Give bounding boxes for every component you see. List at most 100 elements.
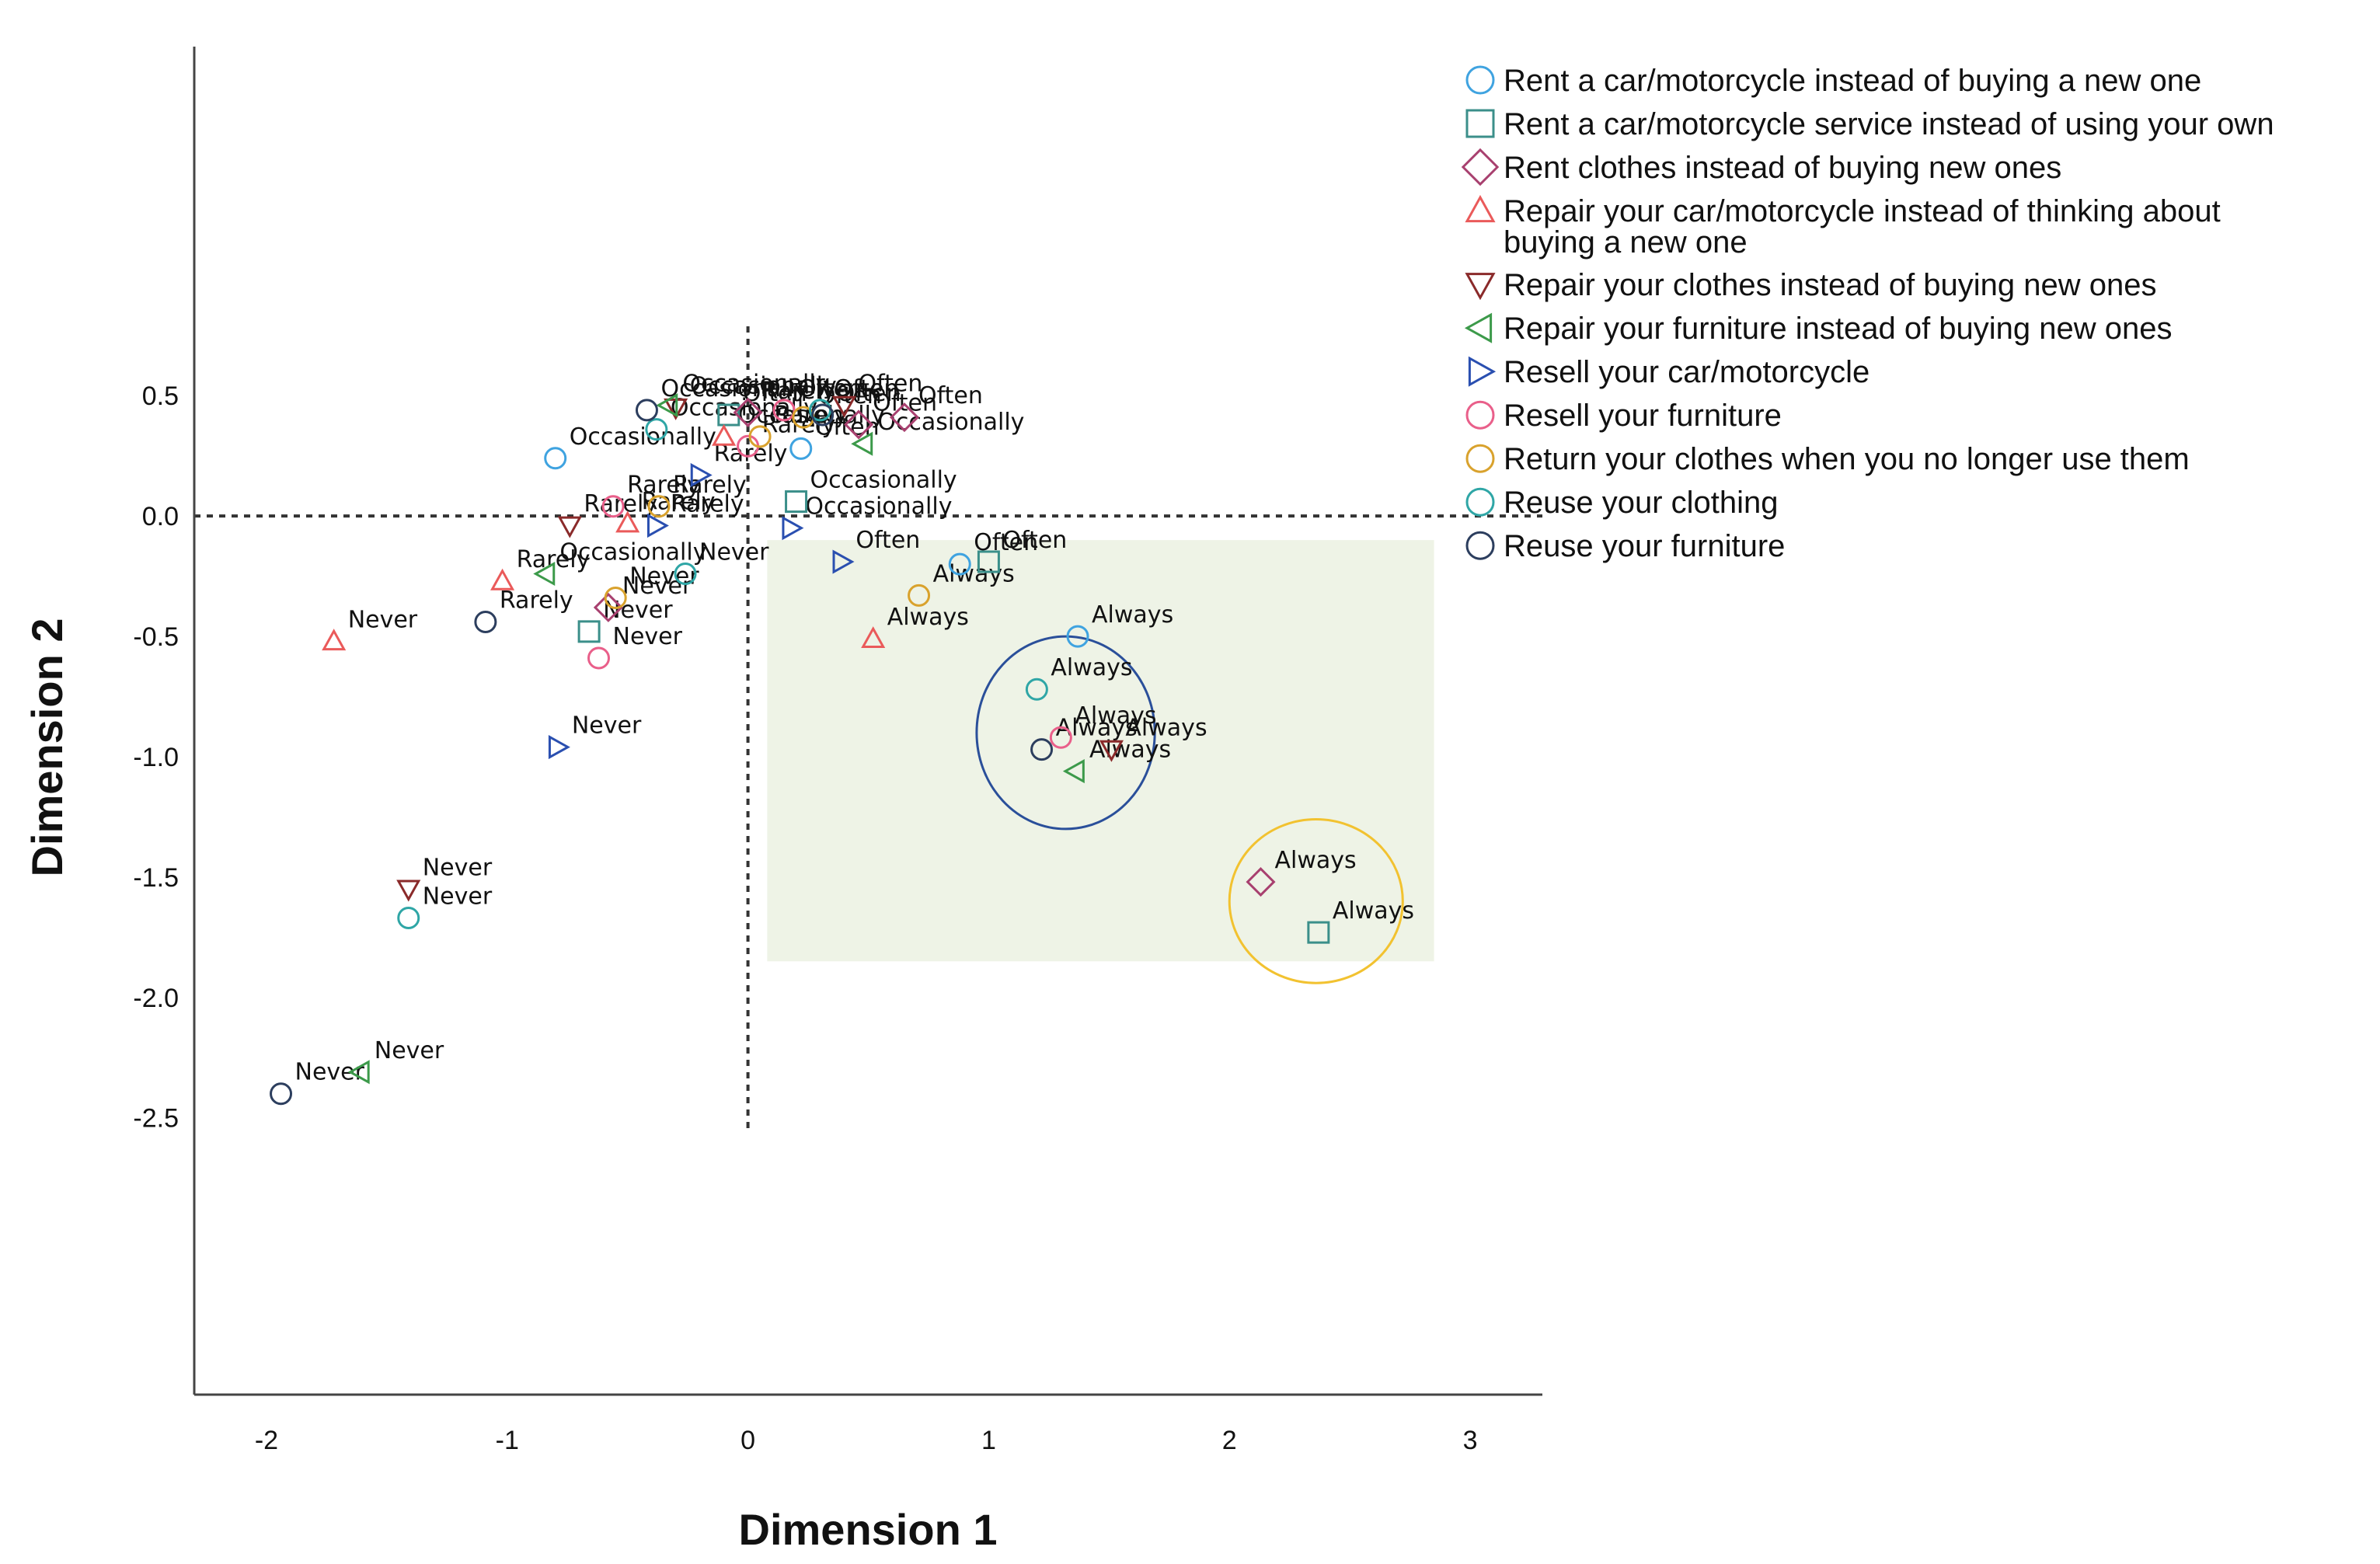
data-point <box>557 516 582 538</box>
point-label: Never <box>629 563 699 590</box>
data-point <box>782 516 804 541</box>
point-label: Occasionally <box>660 375 807 402</box>
data-point <box>548 735 570 760</box>
data-point <box>604 586 627 609</box>
data-point <box>1062 759 1085 784</box>
data-point <box>1030 738 1054 761</box>
data-point <box>396 880 421 902</box>
point-label: Often <box>1002 527 1067 554</box>
point-label: Rarely <box>671 491 744 518</box>
data-point <box>1246 867 1276 897</box>
point-label: Never <box>423 854 493 881</box>
data-point <box>533 561 556 587</box>
y-tick-label: -1.5 <box>133 863 179 893</box>
point-label: Never <box>699 539 769 566</box>
x-tick-label: 3 <box>1463 1426 1478 1455</box>
point-label: Always <box>887 604 969 631</box>
point-label: Occasionally <box>805 493 952 521</box>
data-point <box>490 568 515 590</box>
data-point <box>645 418 668 441</box>
legend-marker-icon <box>1468 356 1497 387</box>
x-tick-label: 0 <box>740 1426 755 1455</box>
x-tick-label: -2 <box>255 1426 278 1455</box>
legend-label: Repair your furniture instead of buying … <box>1504 312 2173 346</box>
data-point <box>577 620 601 643</box>
data-point <box>712 423 737 446</box>
legend-label: Return your clothes when you no longer u… <box>1504 442 2190 476</box>
point-label: Often <box>859 371 923 398</box>
data-point <box>322 629 347 651</box>
point-label: Occasionally <box>570 423 716 451</box>
data-point <box>647 495 671 518</box>
highlight-ellipse-2 <box>1228 818 1404 984</box>
point-label: Always <box>1075 702 1156 730</box>
legend-marker-icon <box>1465 400 1495 430</box>
point-label: Often <box>918 382 983 409</box>
legend-label: Resell your furniture <box>1504 399 1782 433</box>
point-label: Occasionally <box>682 371 829 398</box>
data-point <box>601 495 625 518</box>
data-point <box>646 513 669 538</box>
data-point <box>593 592 623 622</box>
legend-marker-icon <box>1464 312 1493 343</box>
point-label: Never <box>375 1037 444 1064</box>
data-point <box>733 397 763 427</box>
point-label: Always <box>933 560 1015 587</box>
legend-marker-icon <box>1465 65 1495 95</box>
data-point <box>397 907 420 930</box>
data-point <box>789 437 813 460</box>
point-label: Often <box>743 380 807 407</box>
point-label: Always <box>1275 847 1357 874</box>
point-label: Always <box>1333 897 1414 925</box>
data-point <box>844 409 874 440</box>
data-point <box>1066 625 1089 648</box>
point-label: Never <box>572 712 642 740</box>
y-tick-label: -0.5 <box>133 622 179 652</box>
data-point <box>861 626 886 649</box>
legend-label: Reuse your clothing <box>1504 486 1779 520</box>
data-point <box>785 490 808 514</box>
point-label: Never <box>622 573 692 600</box>
point-label: Never <box>423 883 493 911</box>
point-label: Often <box>855 527 920 554</box>
point-label: Always <box>1125 715 1207 742</box>
data-point <box>656 393 678 418</box>
data-point <box>748 425 772 448</box>
legend-marker-icon <box>1465 273 1496 301</box>
data-point <box>635 399 658 422</box>
data-point <box>908 583 931 607</box>
data-point <box>474 610 497 633</box>
point-label: Rarely <box>642 488 716 515</box>
legend-marker-icon <box>1465 194 1496 223</box>
data-point <box>977 550 1000 573</box>
legend-label: Repair your car/motorcycle instead of th… <box>1504 194 2221 260</box>
legend-label: Reuse your furniture <box>1504 529 1785 563</box>
data-point <box>889 402 919 433</box>
legend-label: Rent a car/motorcycle instead of buying … <box>1504 64 2201 98</box>
legend-marker-icon <box>1465 109 1495 138</box>
data-point <box>270 1082 293 1106</box>
legend-label: Rent a car/motorcycle service instead of… <box>1504 107 2274 141</box>
highlight-ellipse-1 <box>975 635 1156 831</box>
legend-marker-icon <box>1465 444 1495 473</box>
point-label: Always <box>1092 601 1173 629</box>
highlight-region <box>767 540 1434 962</box>
legend-marker-icon <box>1465 487 1495 517</box>
data-point <box>544 447 567 470</box>
point-label: Always <box>1051 654 1132 681</box>
legend-label: Resell your car/motorcycle <box>1504 355 1870 389</box>
data-point <box>674 563 697 586</box>
point-label: Never <box>348 606 418 633</box>
data-point <box>832 549 855 574</box>
point-label: Always <box>1056 715 1138 742</box>
legend-marker-icon <box>1465 531 1495 560</box>
y-tick-label: -2.0 <box>133 984 179 1013</box>
data-point <box>948 552 971 576</box>
point-label: Often <box>837 380 901 407</box>
point-label: Occasionally <box>810 467 957 494</box>
data-point <box>1307 921 1330 944</box>
point-label: Occasionally <box>559 539 706 566</box>
data-point <box>615 510 640 533</box>
data-point <box>1099 740 1124 762</box>
